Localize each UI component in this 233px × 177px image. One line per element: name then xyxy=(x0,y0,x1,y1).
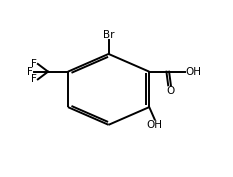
Text: O: O xyxy=(167,86,175,96)
Text: F: F xyxy=(31,59,37,69)
Text: Br: Br xyxy=(103,30,114,40)
Text: OH: OH xyxy=(147,120,163,130)
Text: F: F xyxy=(27,67,33,77)
Text: OH: OH xyxy=(186,67,202,77)
Text: F: F xyxy=(31,74,37,84)
